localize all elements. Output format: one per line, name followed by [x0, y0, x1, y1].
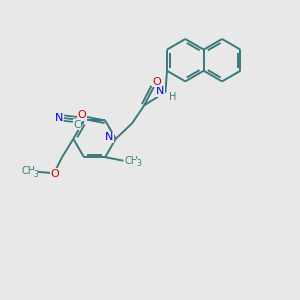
Text: O: O — [51, 169, 59, 179]
Text: N: N — [105, 132, 113, 142]
Text: N: N — [156, 86, 164, 96]
Text: H: H — [169, 92, 176, 102]
Text: O: O — [152, 77, 161, 87]
Text: C: C — [73, 120, 81, 130]
Text: CH: CH — [124, 156, 138, 166]
Text: O: O — [77, 110, 86, 120]
Text: N: N — [54, 112, 63, 122]
Text: 3: 3 — [33, 170, 38, 179]
Text: CH: CH — [21, 166, 35, 176]
Text: 3: 3 — [136, 159, 141, 168]
